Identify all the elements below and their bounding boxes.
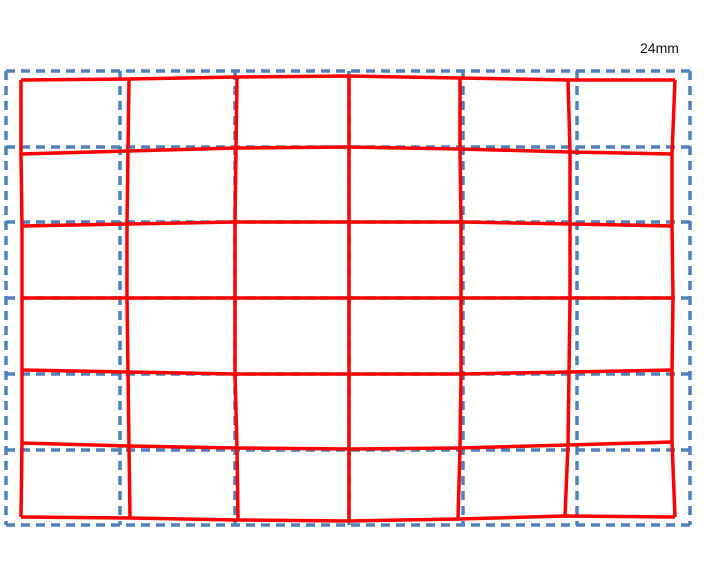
distorted-vertical-line [19, 80, 24, 518]
distorted-vertical-line [563, 79, 572, 517]
distorted-vertical-line [125, 78, 132, 519]
distorted-horizontal-line [21, 368, 673, 376]
distorted-vertical-line [233, 76, 240, 521]
focal-length-label: 24mm [640, 40, 679, 56]
distorted-vertical-line [670, 79, 677, 518]
distorted-horizontal-line [21, 220, 673, 228]
distorted-vertical-line [456, 78, 463, 520]
distorted-grid [19, 74, 677, 523]
